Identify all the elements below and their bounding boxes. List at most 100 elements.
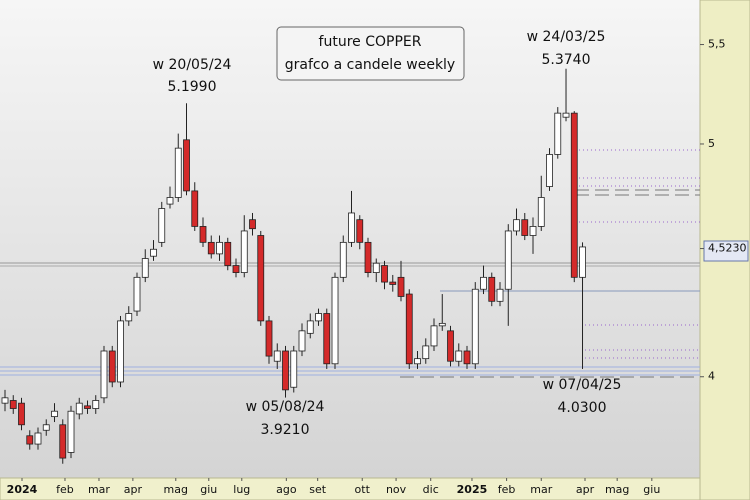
candle-body <box>463 350 471 365</box>
y-tick-label: 4,5230 <box>708 242 747 255</box>
candle-body <box>224 241 232 266</box>
candle-body <box>42 424 50 431</box>
x-tick-label: set <box>309 483 326 496</box>
candle-body <box>141 258 149 278</box>
annotation: 5.3740 <box>542 52 591 68</box>
candle-body <box>554 112 562 155</box>
chart-title: future COPPER <box>319 34 422 50</box>
candle-body <box>59 424 67 459</box>
last-price-box <box>703 240 749 262</box>
x-tick-label: apr <box>124 483 143 496</box>
candle-body <box>430 325 438 347</box>
title-box <box>276 26 465 81</box>
candle-body <box>381 265 388 283</box>
annotation: w 07/04/25 <box>543 377 622 393</box>
annotation: w 24/03/25 <box>527 29 606 45</box>
candle-body <box>546 154 553 187</box>
x-tick-label: feb <box>498 483 516 496</box>
x-tick-label: lug <box>233 483 250 496</box>
candle-body <box>405 293 413 365</box>
candle-body <box>496 288 504 302</box>
candle-body <box>372 262 380 273</box>
chart-subtitle: grafco a candele weekly <box>285 57 455 73</box>
candle-body <box>92 400 100 409</box>
candle-body <box>513 219 520 232</box>
x-tick-label: dic <box>423 483 439 496</box>
candle-body <box>183 139 190 192</box>
candle-body <box>191 190 199 227</box>
candle-body <box>323 313 331 365</box>
candle-body <box>348 212 355 243</box>
candle-body <box>67 410 75 453</box>
candle-body <box>18 402 25 426</box>
candle-body <box>100 350 108 399</box>
candle-body <box>389 281 397 285</box>
x-axis-panel <box>0 477 701 500</box>
candle-body <box>298 330 306 352</box>
candle-body <box>216 241 223 255</box>
candle-body <box>504 230 512 290</box>
candle-body <box>207 241 215 255</box>
x-tick-label: 2025 <box>457 483 488 496</box>
candle-body <box>240 230 248 273</box>
candle-body <box>562 112 570 118</box>
annotation: w 20/05/24 <box>153 57 232 73</box>
candle-body <box>249 219 256 230</box>
candle-body <box>290 350 298 388</box>
annotation: w 05/08/24 <box>246 399 325 415</box>
x-tick-label: giu <box>200 483 217 496</box>
candle-body <box>521 219 529 236</box>
candle-body <box>9 400 17 409</box>
x-tick-label: nov <box>386 483 407 496</box>
candle-body <box>282 350 289 391</box>
candle-body <box>232 265 240 273</box>
candle-body <box>34 432 42 445</box>
x-tick-label: ott <box>355 483 371 496</box>
annotation: 4.0300 <box>558 400 607 416</box>
candle-body <box>257 235 265 322</box>
candle-body <box>364 241 372 273</box>
x-tick-label: mag <box>605 483 629 496</box>
candle-body <box>306 320 314 334</box>
candle-body <box>199 226 207 243</box>
candle-body <box>331 276 339 365</box>
y-tick-label: 5 <box>708 137 715 150</box>
x-tick-label: ago <box>276 483 297 496</box>
candle-body <box>265 320 273 357</box>
candle-body <box>356 219 364 243</box>
x-tick-label: giu <box>643 483 660 496</box>
candle-body <box>488 276 496 302</box>
candle-body <box>75 402 83 415</box>
annotation: 5.1990 <box>168 79 217 95</box>
candle-body <box>537 197 545 227</box>
x-tick-label: 2024 <box>7 483 38 496</box>
candle-body <box>397 276 405 297</box>
candle-body <box>273 350 281 362</box>
candle-body <box>51 410 58 418</box>
candle-body <box>471 288 479 365</box>
x-tick-label: feb <box>56 483 74 496</box>
candle-body <box>414 358 421 365</box>
candle-body <box>570 112 578 278</box>
y-tick-label: 4 <box>708 370 715 383</box>
candle-body <box>133 276 141 312</box>
levels <box>0 149 700 378</box>
candle-body <box>529 226 537 236</box>
candle-body <box>174 147 182 198</box>
candle-body <box>84 405 91 409</box>
y-tick-label: 5,5 <box>708 38 726 51</box>
x-tick-label: mag <box>164 483 188 496</box>
x-tick-label: apr <box>576 483 595 496</box>
candle-body <box>125 313 133 322</box>
candle-body <box>150 248 157 257</box>
candle-body <box>315 313 322 322</box>
candle-body <box>422 345 430 360</box>
candle-body <box>158 208 166 243</box>
candle-body <box>339 241 347 278</box>
candle-body <box>166 197 174 205</box>
candle-body <box>455 350 463 362</box>
candle-body <box>447 330 454 362</box>
candle-body <box>26 435 34 445</box>
